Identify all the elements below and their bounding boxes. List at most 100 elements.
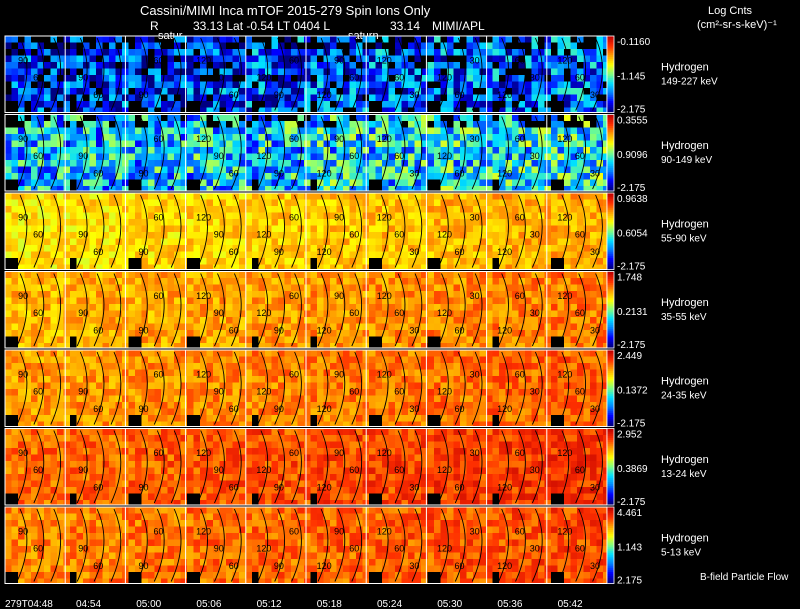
pitch-angle-contour <box>437 508 449 582</box>
colorbar-segment <box>607 487 614 491</box>
colorbar-segment <box>607 175 614 179</box>
pitch-angle-contour <box>214 116 225 190</box>
colorbar-segment <box>607 179 614 182</box>
pitch-angle-contour <box>136 273 148 347</box>
colorbar-segment <box>607 507 614 510</box>
colorbar-segment <box>607 522 614 525</box>
colorbar-segment <box>607 298 614 301</box>
colorbar-segment <box>607 330 614 334</box>
colorbar-segment <box>607 560 614 563</box>
contour-label: 30 <box>590 326 600 336</box>
contour-label: 90 <box>78 73 88 83</box>
colorbar-segment <box>607 177 614 181</box>
colorbar-segment <box>607 420 614 424</box>
colorbar-segment <box>607 240 614 244</box>
colorbar-segment <box>607 369 614 372</box>
colorbar-segment <box>607 371 614 374</box>
colorbar-segment <box>607 120 614 123</box>
colorbar-segment <box>607 395 614 399</box>
pitch-angle-contour <box>197 351 208 425</box>
pitch-angle-contour <box>471 194 483 268</box>
colorbar-segment <box>607 154 614 158</box>
contour-label: 60 <box>394 544 404 554</box>
colorbar-border <box>606 35 615 113</box>
colorbar-segment <box>607 334 614 338</box>
contour-label: 120 <box>196 134 211 144</box>
colorbar-segment <box>607 376 614 380</box>
contour-label: 90 <box>334 527 344 537</box>
colorbar-min-label: -2.175 <box>617 497 646 508</box>
contour-label: 60 <box>394 151 404 161</box>
colorbar-segment <box>607 152 614 156</box>
pitch-angle-contour <box>394 116 406 190</box>
colorbar-segment <box>607 99 614 102</box>
contour-label: 30 <box>530 230 540 240</box>
contour-label: 90 <box>78 151 88 161</box>
panel-energy-label: 55-90 keV <box>661 233 707 244</box>
contour-label: 90 <box>18 134 28 144</box>
pitch-angle-contour <box>230 508 242 582</box>
colorbar-segment <box>607 183 614 186</box>
colorbar-segment <box>607 181 614 184</box>
contour-label: 30 <box>530 308 540 318</box>
pitch-angle-contour <box>575 351 587 425</box>
colorbar-segment <box>607 131 614 135</box>
colorbar-segment <box>607 512 614 516</box>
colorbar-segment <box>607 355 614 359</box>
colorbar-segment <box>607 380 614 384</box>
colorbar-border <box>606 349 615 427</box>
colorbar-segment <box>607 122 614 125</box>
colorbar-segment <box>607 246 614 250</box>
contour-label: 120 <box>317 404 332 414</box>
pitch-angle-contour <box>558 351 570 425</box>
pitch-angle-contour <box>257 116 269 190</box>
contour-label: 90 <box>274 247 284 257</box>
pitch-angle-contour <box>230 351 242 425</box>
colorbar-segment <box>607 202 614 206</box>
panel-energy-label: 149-227 keV <box>661 76 718 87</box>
colorbar-segment <box>607 549 614 552</box>
colorbar-segment <box>607 196 614 200</box>
pitch-angle-contour <box>334 194 346 268</box>
pitch-angle-contour <box>153 430 165 504</box>
pitch-angle-contour <box>558 194 570 268</box>
colorbar-segment <box>607 233 614 236</box>
contour-label: 60 <box>454 561 464 571</box>
colorbar-segment <box>607 296 614 299</box>
colorbar-segment <box>607 336 614 339</box>
pitch-angle-contour <box>471 37 483 111</box>
pitch-angle-contour <box>575 508 587 582</box>
contour-label: 120 <box>557 370 572 380</box>
pitch-angle-contour <box>575 430 587 504</box>
colorbar-segment <box>607 539 614 542</box>
pitch-angle-contour <box>110 273 122 347</box>
colorbar-segment <box>607 405 614 408</box>
colorbar-segment <box>607 495 614 498</box>
pitch-angle-contour <box>33 116 45 190</box>
colorbar-segment <box>607 81 614 85</box>
panel-species-label: Hydrogen <box>661 140 709 152</box>
pitch-angle-contour <box>257 194 269 268</box>
colorbar-max-label: 2.449 <box>617 351 642 362</box>
contour-label: 30 <box>530 73 540 83</box>
colorbar-segment <box>607 83 614 87</box>
colorbar-segment <box>607 430 614 433</box>
colorbar-segment <box>607 372 614 376</box>
pitch-angle-contour <box>93 116 105 190</box>
contour-label: 60 <box>394 230 404 240</box>
colorbar-max-label: 0.3555 <box>617 116 648 127</box>
contour-label: 120 <box>437 151 452 161</box>
contour-label: 30 <box>409 169 419 179</box>
pitch-angle-contour <box>454 430 466 504</box>
contour-label: 60 <box>229 326 239 336</box>
legend-note: B-field Particle Flow <box>700 572 789 583</box>
pitch-angle-contour <box>531 37 543 111</box>
pitch-angle-contour <box>76 508 88 582</box>
heatmap-panel-6 <box>5 428 607 505</box>
pitch-angle-contour <box>471 430 483 504</box>
contour-label: 60 <box>153 291 163 301</box>
colorbar-segment <box>607 212 614 215</box>
colorbar-segment <box>607 208 614 211</box>
time-tick-label: 05:24 <box>377 599 402 609</box>
contour-label: 90 <box>274 90 284 100</box>
